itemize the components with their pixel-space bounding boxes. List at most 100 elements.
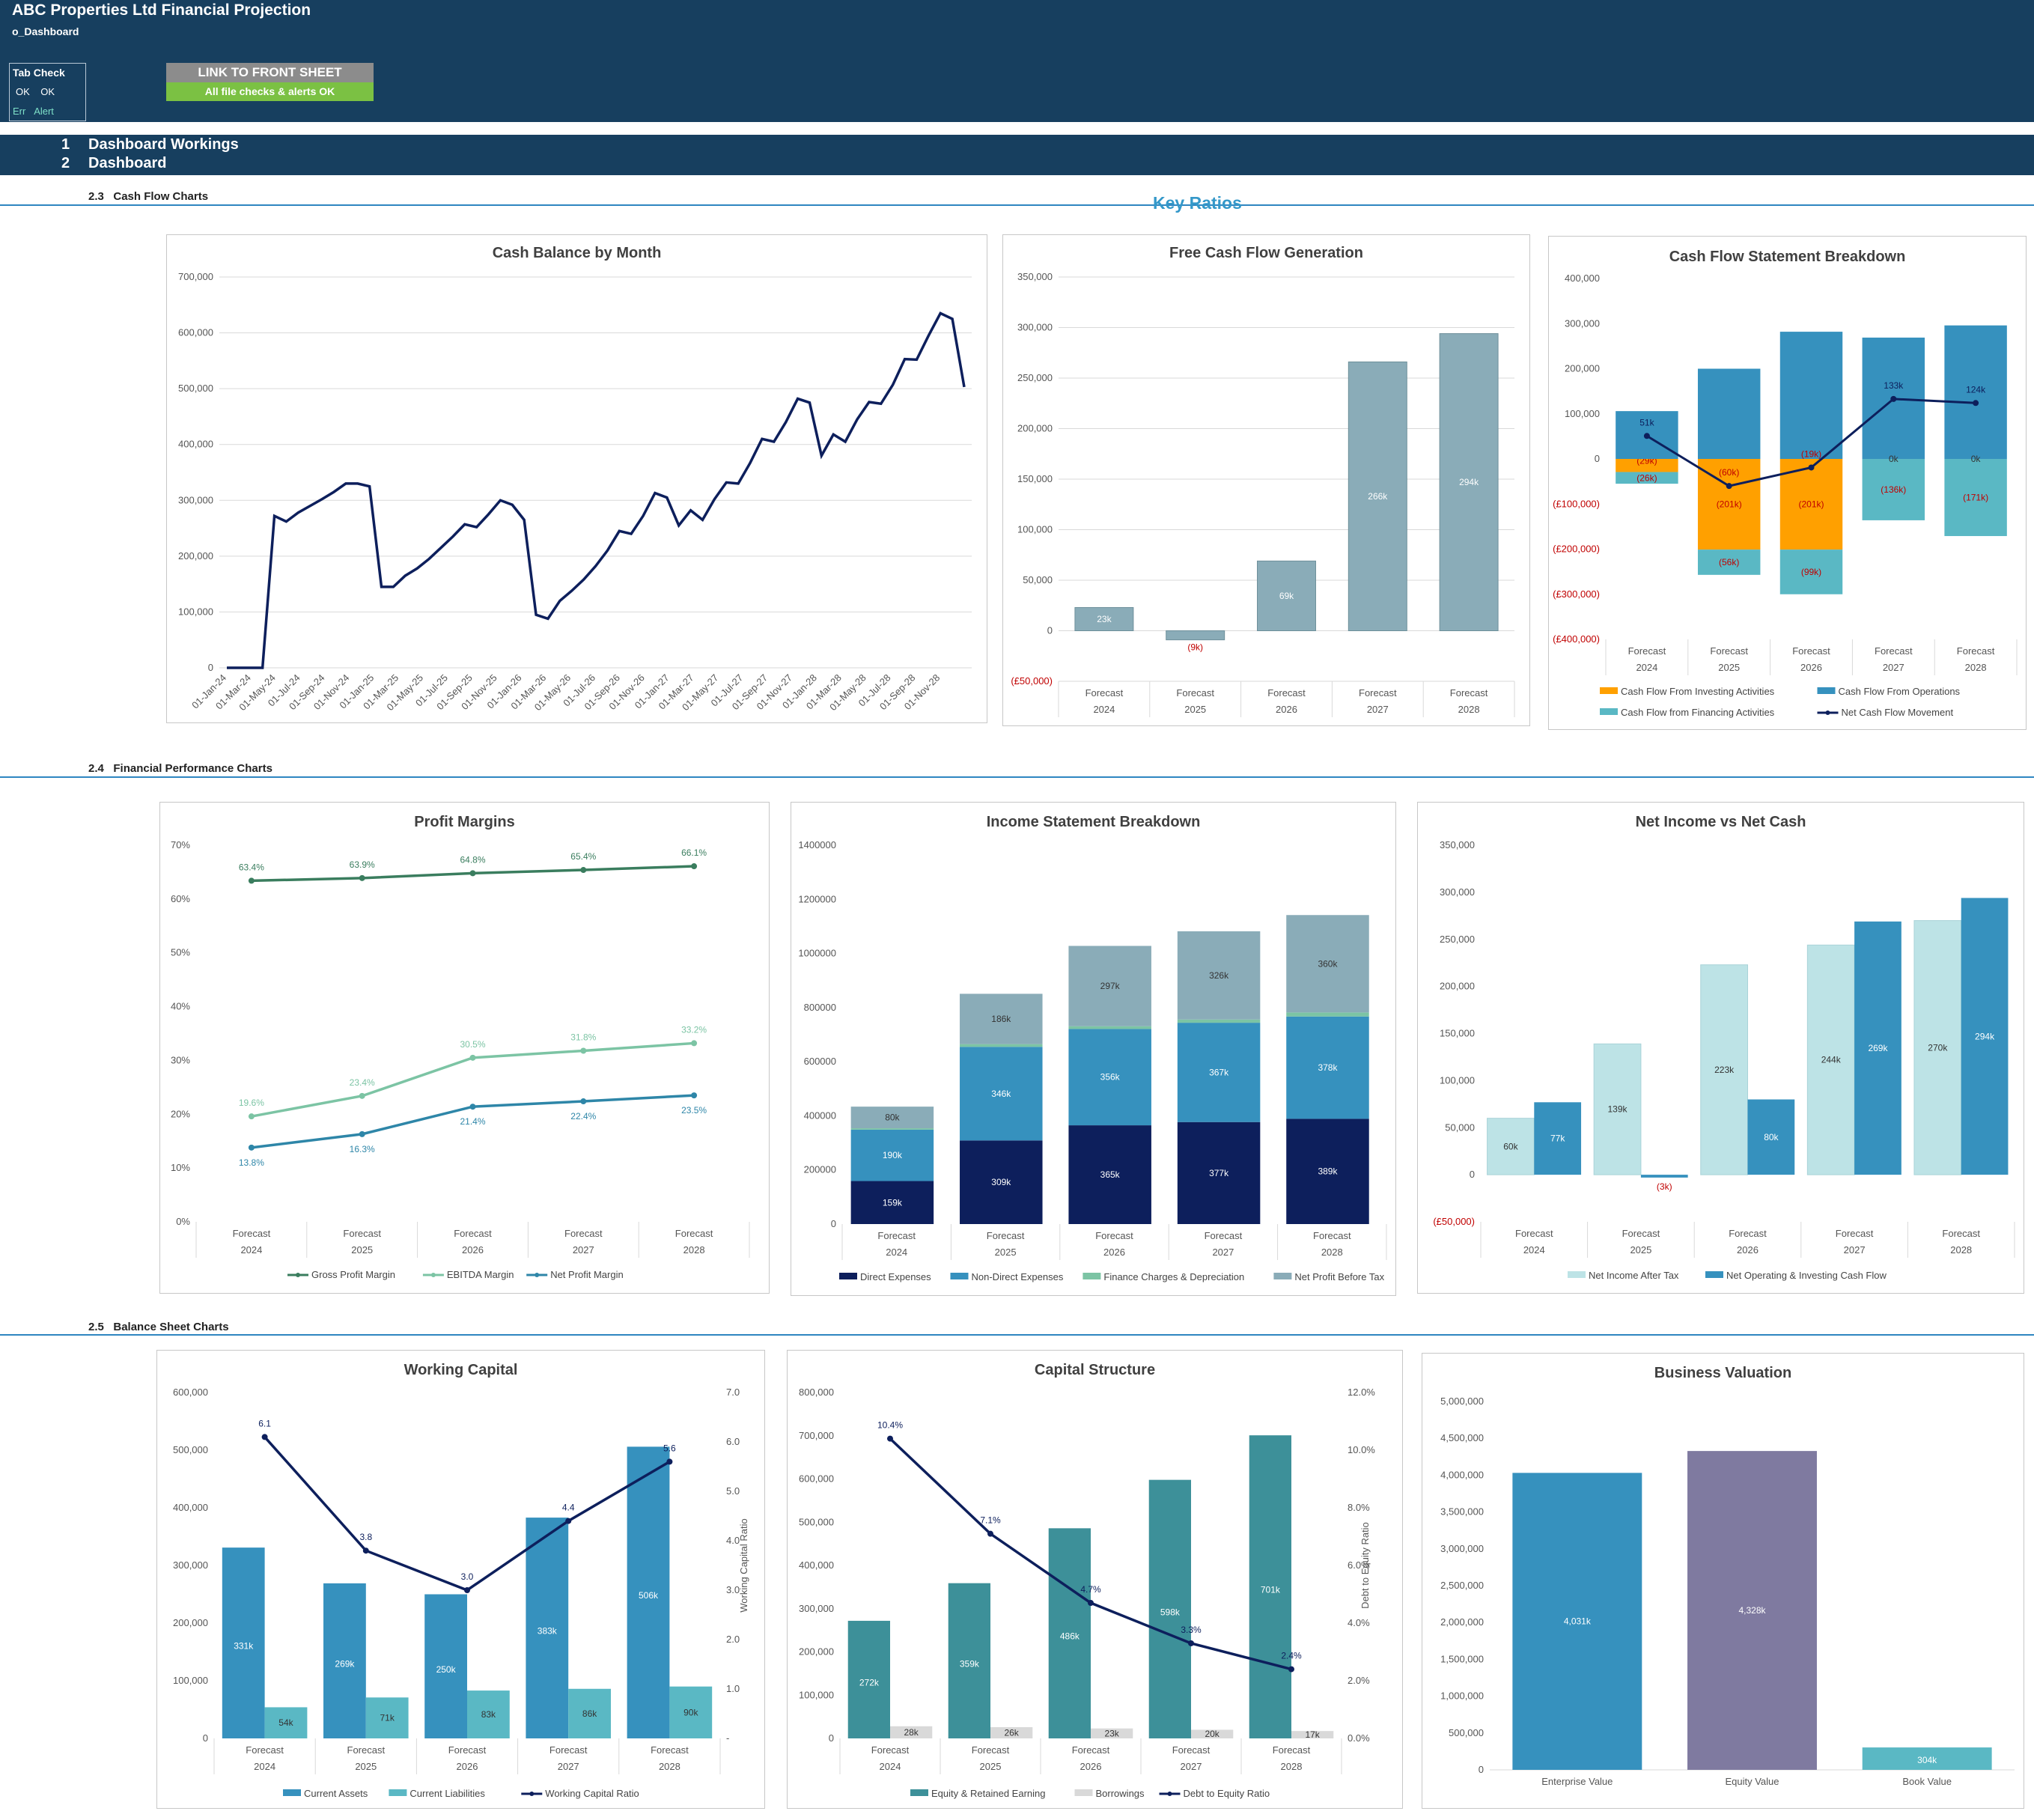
y2-tick-label: 4.0% xyxy=(1348,1617,1370,1628)
legend-swatch xyxy=(1083,1273,1101,1279)
y-tick-label: 1200000 xyxy=(798,893,836,904)
x-tick-year: 2025 xyxy=(980,1761,1002,1772)
y-tick-label: 150,000 xyxy=(1017,473,1053,484)
link-front-sheet-button[interactable]: LINK TO FRONT SHEET xyxy=(166,63,374,82)
chart-title: Cash Flow Statement Breakdown xyxy=(1669,249,1906,265)
y-tick-label: 350,000 xyxy=(1440,839,1475,850)
cash-balance-line xyxy=(227,311,966,669)
legend-swatch xyxy=(839,1273,857,1279)
cash-flow-segment xyxy=(1779,332,1843,459)
combo-bar xyxy=(424,1594,467,1738)
x-tick-label: Forecast xyxy=(454,1228,492,1239)
net-cash-flow-marker xyxy=(1726,483,1732,490)
x-tick-label: Forecast xyxy=(1313,1230,1351,1241)
y-tick-label: 3,500,000 xyxy=(1440,1506,1484,1518)
net-data-label: 270k xyxy=(1928,1042,1948,1053)
legend-label: Non-Direct Expenses xyxy=(972,1271,1064,1282)
y-tick-label: (£100,000) xyxy=(1553,498,1600,509)
fcf-bar xyxy=(1348,361,1407,631)
x-tick-year: 2025 xyxy=(351,1244,373,1256)
combo-data-label: 486k xyxy=(1060,1631,1080,1642)
margin-data-label: 21.4% xyxy=(460,1116,485,1127)
x-tick-year: 2024 xyxy=(240,1244,262,1256)
y-tick-label: 1000000 xyxy=(798,948,836,959)
combo-bar xyxy=(365,1697,409,1738)
y-tick-label: 0 xyxy=(203,1732,208,1744)
ratio-data-label: 3.8 xyxy=(359,1532,372,1542)
cash-flow-data-label: (99k) xyxy=(1801,567,1821,577)
x-tick-label: Forecast xyxy=(549,1744,588,1756)
x-tick-year: 2024 xyxy=(1093,704,1115,715)
tab-check-ok-2: OK xyxy=(40,86,55,97)
income-segment xyxy=(1286,915,1369,1013)
nav-item-dashboard[interactable]: 2 Dashboard xyxy=(61,155,167,171)
legend-swatch xyxy=(283,1789,301,1796)
legend-label: Net Profit Before Tax xyxy=(1294,1271,1384,1282)
combo-bar xyxy=(1191,1729,1234,1738)
combo-data-label: 701k xyxy=(1261,1585,1281,1595)
legend-label: Cash Flow From Investing Activities xyxy=(1621,686,1775,697)
y-tick-label: 250,000 xyxy=(1440,934,1475,945)
y-tick-label: 600,000 xyxy=(178,327,213,338)
y-tick-label: 70% xyxy=(171,839,190,850)
y-tick-label: 800000 xyxy=(804,1002,836,1013)
x-tick-year: 2028 xyxy=(1950,1244,1972,1256)
x-tick-year: 2028 xyxy=(659,1761,680,1772)
x-tick-label: Forecast xyxy=(343,1228,381,1239)
y-tick-label: 4,500,000 xyxy=(1440,1432,1484,1443)
net-bar xyxy=(1534,1102,1582,1175)
y-tick-label: 30% xyxy=(171,1054,190,1065)
nav-item-dashboard-workings[interactable]: 1 Dashboard Workings xyxy=(61,136,239,153)
x-tick-year: 2027 xyxy=(558,1761,579,1772)
combo-bar xyxy=(948,1583,990,1738)
cash-flow-data-label: (26k) xyxy=(1636,472,1657,483)
margin-data-label: 31.8% xyxy=(570,1032,596,1042)
ratio-data-label: 7.1% xyxy=(980,1515,1001,1526)
sheet-name: o_Dashboard xyxy=(12,25,79,37)
y-tick-label: 800,000 xyxy=(799,1387,834,1398)
y-tick-label: 0 xyxy=(1470,1169,1475,1180)
income-segment xyxy=(1177,1019,1261,1023)
chart-net-income-vs-net-cash: Net Income vs Net Cash (£50,000) 0 50,000 10… xyxy=(1417,802,2024,1294)
y-tick-label: 600,000 xyxy=(799,1473,834,1485)
x-tick-label: Book Value xyxy=(1902,1776,1952,1787)
x-tick-year: 2027 xyxy=(1367,704,1389,715)
tab-check-box: Tab Check OK OK Err Alert xyxy=(9,63,86,121)
y-tick-label: 100,000 xyxy=(799,1689,834,1700)
margin-data-label: 66.1% xyxy=(681,847,707,858)
y-tick-label: (£300,000) xyxy=(1553,588,1600,600)
legend-swatch xyxy=(1600,687,1618,694)
x-tick-label: Equity Value xyxy=(1725,1776,1779,1787)
y-tick-label: 400,000 xyxy=(173,1502,208,1513)
tab-check-alert: Alert xyxy=(34,106,54,117)
legend-label: Debt to Equity Ratio xyxy=(1184,1788,1270,1799)
x-tick-label: Enterprise Value xyxy=(1541,1776,1613,1787)
x-tick-year: 2026 xyxy=(1737,1244,1759,1256)
margin-marker xyxy=(248,1144,255,1151)
combo-bar xyxy=(1291,1731,1334,1738)
net-bar xyxy=(1854,921,1901,1175)
y2-axis-label: Working Capital Ratio xyxy=(738,1518,749,1612)
cash-flow-segment xyxy=(1779,550,1843,594)
income-segment xyxy=(1068,1125,1151,1224)
combo-bar xyxy=(568,1688,611,1738)
net-bar xyxy=(1700,964,1749,1175)
combo-bar xyxy=(1048,1528,1091,1738)
income-segment xyxy=(1068,946,1151,1026)
section-title-financial-performance: 2.4 Financial Performance Charts xyxy=(88,762,272,775)
income-data-label: 360k xyxy=(1318,958,1338,969)
combo-bar xyxy=(669,1686,713,1738)
x-tick-year: 2025 xyxy=(1630,1244,1651,1256)
legend-label: Current Assets xyxy=(304,1788,368,1799)
combo-bar xyxy=(323,1583,366,1738)
net-data-label: 139k xyxy=(1608,1104,1628,1115)
y-tick-label: 400,000 xyxy=(799,1559,834,1571)
combo-bar xyxy=(847,1620,890,1738)
margin-marker xyxy=(580,1047,587,1054)
ratio-marker xyxy=(1088,1600,1094,1607)
fcf-bar xyxy=(1439,333,1499,631)
x-tick-label: Forecast xyxy=(675,1228,713,1239)
combo-data-label: 331k xyxy=(234,1641,254,1652)
y-tick-label: 20% xyxy=(171,1108,190,1119)
legend-label: Net Profit Margin xyxy=(550,1269,624,1280)
